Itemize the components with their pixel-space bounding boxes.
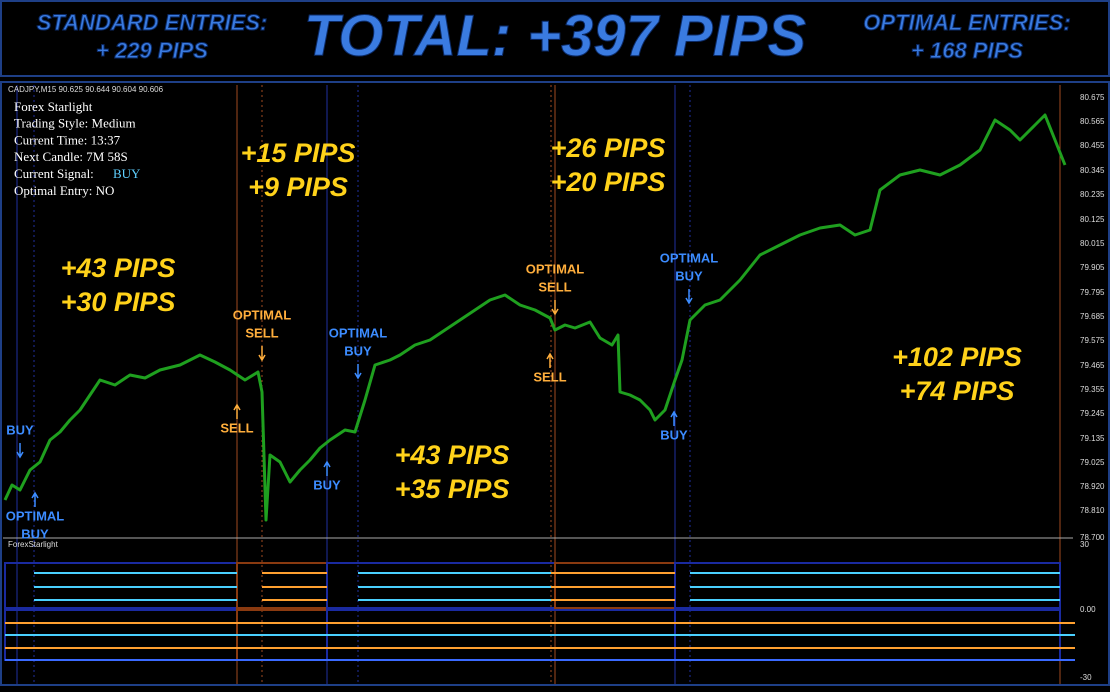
- signals: BUY OPTIMAL BUY SELL OPTIMAL SELL BUY OPTIMAL BU…: [6, 250, 719, 541]
- indicator-axis-label: 0.00: [1080, 605, 1096, 614]
- standard-title: STANDARD ENTRIES:: [37, 10, 268, 35]
- symbol-header: CADJPY,M15 90.625 90.644 90.604 90.606: [8, 85, 164, 94]
- price-label: 80.675: [1080, 93, 1105, 102]
- total: TOTAL: +397 PIPS: [304, 3, 807, 68]
- info-line: Forex Starlight: [14, 99, 93, 114]
- signal-arrow: [670, 410, 678, 426]
- signal-arrow: [31, 491, 39, 507]
- info-line: Next Candle: 7M 58S: [14, 149, 128, 164]
- signal-text: SELL: [220, 420, 253, 435]
- result-label: +43 PIPS: [61, 253, 176, 283]
- price-label: 80.125: [1080, 215, 1105, 224]
- signal-text: BUY: [6, 422, 34, 437]
- indicator-blocks: [4, 562, 1075, 661]
- price-label: 79.025: [1080, 458, 1105, 467]
- result-label: +102 PIPS: [892, 342, 1022, 372]
- standard-value: + 229 PIPS: [96, 38, 208, 63]
- optimal-entry: Optimal Entry: NO: [14, 183, 114, 198]
- signal-arrow: [546, 352, 554, 368]
- results: +43 PIPS +30 PIPS +15 PIPS +9 PIPS +43 PIPS +…: [61, 133, 1022, 504]
- signal-text: SELL: [533, 369, 566, 384]
- price-line: [3, 113, 1067, 522]
- optimal-value: + 168 PIPS: [911, 38, 1023, 63]
- indicator-axis: 30 0.00 -30: [1080, 540, 1096, 682]
- price-label: 79.355: [1080, 385, 1105, 394]
- signal-text: OPTIMAL: [526, 261, 585, 276]
- price-label: 79.685: [1080, 312, 1105, 321]
- indicator-axis-label: 30: [1080, 540, 1089, 549]
- price-label: 80.235: [1080, 190, 1105, 199]
- banner: [0, 0, 1110, 77]
- price-label: 79.245: [1080, 409, 1105, 418]
- optimal-title: OPTIMAL ENTRIES:: [863, 10, 1070, 35]
- price-label: 80.015: [1080, 239, 1105, 248]
- price-label: 80.565: [1080, 117, 1105, 126]
- result-label: +30 PIPS: [61, 287, 176, 317]
- signal-arrow: [551, 300, 559, 316]
- signal-text: OPTIMAL: [329, 325, 388, 340]
- price-axis: 80.675 80.565 80.455 80.345 80.235 80.125 80.0…: [1080, 93, 1105, 542]
- signal-value: BUY: [113, 166, 141, 181]
- result-label: +15 PIPS: [241, 138, 356, 168]
- indicator-name: ForexStarlight: [8, 540, 59, 549]
- signal-arrow: [233, 403, 241, 419]
- signal-arrow: [685, 289, 693, 305]
- signal-arrow: [258, 346, 266, 362]
- result-label: +35 PIPS: [395, 474, 510, 504]
- signal-text: OPTIMAL: [6, 508, 65, 523]
- result-label: +20 PIPS: [551, 167, 666, 197]
- price-label: 79.795: [1080, 288, 1105, 297]
- price-label: 79.465: [1080, 361, 1105, 370]
- info-line: Trading Style: Medium: [14, 116, 136, 131]
- signal-arrow: [16, 443, 24, 459]
- price-label: 79.135: [1080, 434, 1105, 443]
- price-label: 78.920: [1080, 482, 1105, 491]
- signal-arrow: [323, 460, 331, 476]
- signal-text: BUY: [344, 343, 372, 358]
- result-label: +26 PIPS: [551, 133, 666, 163]
- price-label: 79.905: [1080, 263, 1105, 272]
- result-label: +43 PIPS: [395, 440, 510, 470]
- signal-text: SELL: [538, 279, 571, 294]
- result-label: +9 PIPS: [248, 172, 348, 202]
- result-label: +74 PIPS: [900, 376, 1015, 406]
- signal-text: BUY: [660, 427, 688, 442]
- info-line: Current Time: 13:37: [14, 132, 121, 147]
- signal-arrow: [354, 364, 362, 380]
- price-label: 79.575: [1080, 336, 1105, 345]
- signal-text: SELL: [245, 325, 278, 340]
- indicator-axis-label: -30: [1080, 673, 1092, 682]
- signal-text: OPTIMAL: [660, 250, 719, 265]
- price-label: 78.700: [1080, 533, 1105, 542]
- signal-text: OPTIMAL: [233, 307, 292, 322]
- price-label: 80.345: [1080, 166, 1105, 175]
- signal-text: BUY: [313, 477, 341, 492]
- signal-label: Current Signal:: [14, 166, 94, 181]
- price-label: 80.455: [1080, 141, 1105, 150]
- price-label: 78.810: [1080, 506, 1105, 515]
- signal-text: BUY: [675, 268, 703, 283]
- signal-text: BUY: [21, 526, 49, 541]
